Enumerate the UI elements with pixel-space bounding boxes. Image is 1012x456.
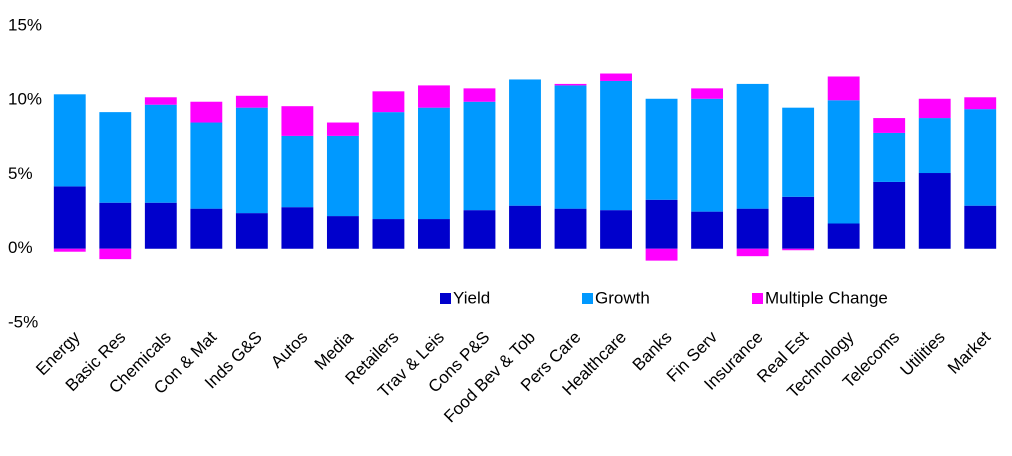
bar-segment xyxy=(281,207,314,249)
bar-segment xyxy=(554,208,587,249)
bar-segment xyxy=(372,91,405,113)
bar-segment xyxy=(418,219,450,249)
bar-segment xyxy=(326,122,359,136)
bar-segment xyxy=(418,107,450,220)
bar-segment xyxy=(736,248,769,257)
bar-segment xyxy=(873,118,906,133)
bar-segment xyxy=(190,101,223,123)
x-tick-label: Utilities xyxy=(897,328,949,380)
bar-segment xyxy=(736,83,769,209)
bar-segment xyxy=(600,80,632,211)
bar-segment xyxy=(782,248,815,251)
y-tick-label: 15% xyxy=(8,15,42,34)
y-tick-label: 10% xyxy=(8,90,42,109)
bar-segment xyxy=(873,181,906,249)
bar-segment xyxy=(509,205,541,249)
bar-segment xyxy=(964,97,997,110)
bar-segment xyxy=(144,104,177,203)
bar-segment xyxy=(144,97,177,105)
legend-swatch xyxy=(582,293,593,304)
bar-segment xyxy=(873,132,906,182)
bar-segment xyxy=(827,223,860,249)
bar-segment xyxy=(235,95,268,108)
bar-segment xyxy=(736,208,769,249)
bar-segment xyxy=(827,76,860,101)
legend-swatch xyxy=(440,293,451,304)
bar-segment xyxy=(600,73,632,81)
bar-segment xyxy=(53,94,86,187)
bar-segment xyxy=(691,88,724,99)
bar-segment xyxy=(463,210,496,249)
bar-segment xyxy=(782,107,815,197)
bar-segment xyxy=(691,211,724,249)
bar-segment xyxy=(99,248,132,260)
legend-label: Growth xyxy=(595,288,650,307)
bar-segment xyxy=(782,196,815,249)
bar-segment xyxy=(53,248,86,252)
legend-label: Multiple Change xyxy=(765,288,888,307)
bar-segment xyxy=(326,216,359,249)
bar-segment xyxy=(463,101,496,211)
y-tick-label: -5% xyxy=(8,312,38,331)
bar-segment xyxy=(918,173,951,249)
bar-segment xyxy=(372,112,405,220)
bar-segment xyxy=(418,85,450,108)
bar-segment xyxy=(964,109,997,206)
bar-segment xyxy=(99,202,132,249)
bar-segment xyxy=(190,208,223,249)
bar-segment xyxy=(144,202,177,249)
legend-swatch xyxy=(752,293,763,304)
bar-segment xyxy=(691,98,724,212)
bar-segment xyxy=(326,135,359,217)
bar-segment xyxy=(918,98,951,119)
bar-segment xyxy=(281,106,314,136)
bar-segment xyxy=(235,107,268,214)
bar-segment xyxy=(554,83,587,86)
bar-segment xyxy=(600,210,632,249)
bar-segment xyxy=(918,118,951,174)
legend-label: Yield xyxy=(453,288,490,307)
bar-segment xyxy=(509,79,541,206)
bar-segment xyxy=(554,85,587,209)
y-tick-label: 5% xyxy=(8,164,33,183)
bar-segment xyxy=(53,186,86,249)
bar-segment xyxy=(281,135,314,208)
bar-segment xyxy=(645,199,678,249)
y-tick-label: 0% xyxy=(8,238,33,257)
bar-segment xyxy=(827,100,860,224)
x-tick-label: Autos xyxy=(267,328,311,372)
bar-segment xyxy=(645,248,678,261)
bar-segment xyxy=(463,88,496,102)
bar-segment xyxy=(99,112,132,203)
bar-segment xyxy=(964,205,997,249)
bar-segment xyxy=(372,219,405,249)
x-tick-label: Market xyxy=(944,327,994,377)
bar-segment xyxy=(645,98,678,200)
bar-segment xyxy=(190,122,223,209)
bar-segment xyxy=(235,213,268,249)
